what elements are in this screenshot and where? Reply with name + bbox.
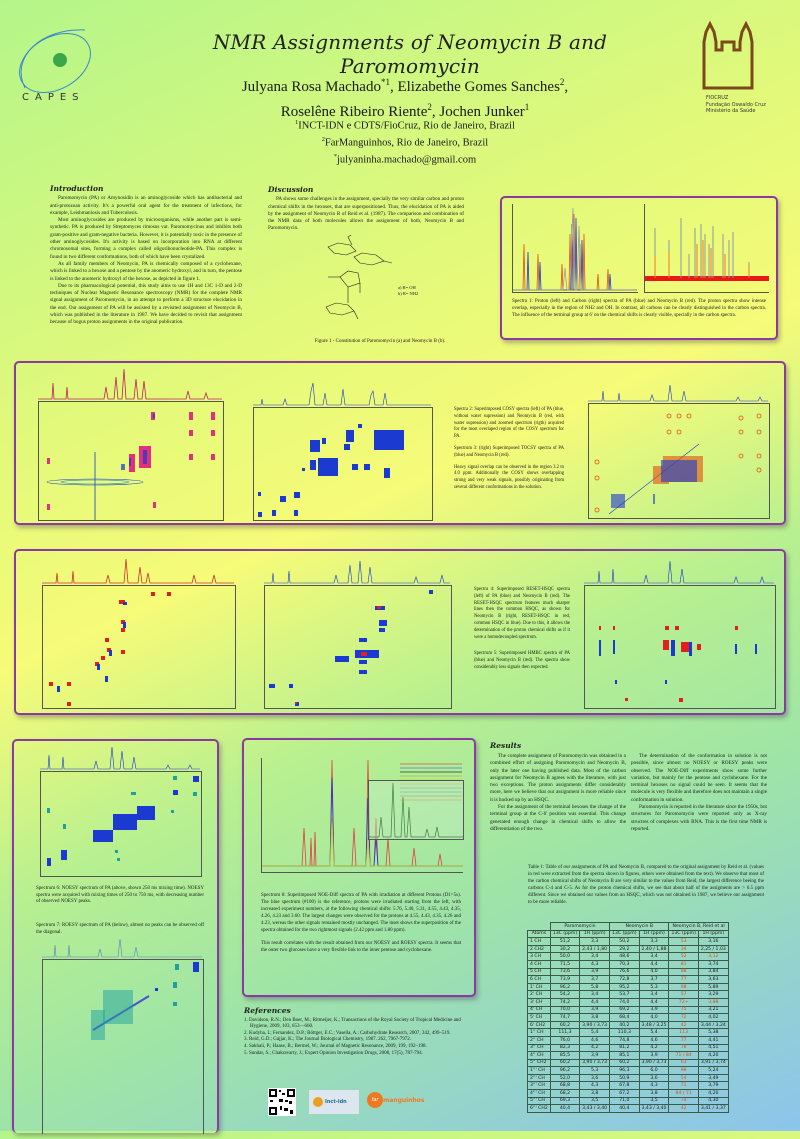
references-heading: References xyxy=(244,1006,291,1015)
spectrum-6-caption: Spectrum 6: NOESY spectrum of PA (above,… xyxy=(36,886,204,905)
table-row: 6' CH2 60,2 3,90 / 3,73 40,2 3,48 / 3,25 42 3,… xyxy=(527,1020,729,1030)
proton-spectrum xyxy=(512,204,638,293)
table-row: 2'' CH 76,0 4,6 74,8 4,6 77 4,41 xyxy=(527,1035,729,1045)
reference-item: 2. Kudyba, I.; Fernandez, D.P.; Böttger,… xyxy=(244,1030,451,1036)
farmanguinhos-logo: far manguinhos xyxy=(367,1092,424,1108)
table-row: 5 CH 73,6 3,9 76,6 4,0 88 3,84 xyxy=(527,967,729,977)
table-row: 1'' CH 111,3 5,4 110,3 5,4 113 5,38 xyxy=(527,1028,729,1037)
qr-code[interactable] xyxy=(268,1088,296,1116)
roesy-1d-projection xyxy=(42,937,202,959)
table-row: 5'' CH2 60,2 3,90 / 3,73 60,2 3,90 / 3,73 63 3… xyxy=(527,1058,729,1068)
noesy-1d-projection xyxy=(40,745,200,771)
cosy-tocsy-caption: Spectra 2: Superimposed COSY spectra (le… xyxy=(454,407,564,490)
figure-1-caption: Figure 1 - Constitution of Paromomycin (… xyxy=(314,339,446,344)
hsqc-spectrum-middle xyxy=(264,585,452,709)
cosy-spectrum-left xyxy=(38,401,224,521)
results-section: Results xyxy=(490,742,790,752)
spectrum-7-caption: Spectrum 7: ROESY spectrum of PA (below)… xyxy=(36,923,204,935)
cosy-1d-projection xyxy=(38,367,222,401)
spectra-1-caption: Spectra 1: Proton (left) and Carbon (rig… xyxy=(512,299,766,318)
hsqc-left-1d-projection xyxy=(42,557,234,585)
inct-logo-icon xyxy=(313,1097,323,1107)
authors: Julyana Rosa Machado*1, Elizabethe Gomes… xyxy=(241,77,569,120)
introduction-heading: Introduction xyxy=(50,184,104,193)
cosy-zoomed-spectrum xyxy=(253,407,433,521)
capes-logo-text: CAPES xyxy=(22,92,85,103)
reset-hsqc-spectrum-left xyxy=(42,585,236,709)
spectra-1-panel: Spectra 1: Proton (left) and Carbon (rig… xyxy=(500,196,778,340)
tocsy-1d-projection xyxy=(588,381,768,403)
references-section: References 1. Davidson, R.N.; Den Boer, … xyxy=(244,1006,474,1057)
results-heading: Results xyxy=(490,741,522,750)
spectrum-8-caption: Spectrum 8: Superimposed NOE-Diff spectr… xyxy=(261,893,461,953)
discussion-section: Discussion PA shows some challenges in t… xyxy=(268,185,464,232)
table-row: 4 CH 71,5 4,3 70,3 4,4 81 3,74 xyxy=(527,959,729,969)
table-row: 3' CH 74,2 4,4 74,0 4,4 72+ 3,88 xyxy=(527,997,729,1007)
results-column-2: The determination of the conformation in… xyxy=(631,753,767,832)
table-1-caption: Table 1: Table of our assignments of PA … xyxy=(528,865,764,905)
noe-diff-inset xyxy=(368,780,464,840)
table-row: 3 CH 50,0 3,4 48,6 3,4 52 3,12 xyxy=(527,952,729,961)
table-row: 5' CH 74,7 3,8 68,4 4,0 72 4,02 xyxy=(527,1013,729,1022)
affiliations: 1INCT-IDN e CDTS/FioCruz, Rio de Janeiro… xyxy=(295,119,515,166)
table-row: 1''' CH 96,2 5,3 96,3 6,0 98 5,24 xyxy=(527,1066,729,1075)
fiocruz-logo-text: FIOCRUZ Fundação Oswaldo Cruz Ministério… xyxy=(706,95,766,114)
table-row: 2''' CH 52,0 3,6 50,9 3,6 54 3,49 xyxy=(527,1073,729,1083)
capes-logo xyxy=(10,18,105,108)
reference-item: 4. Sakhaii, P.; Haase, B.; Bermel, W.; J… xyxy=(244,1043,427,1049)
poster-title: NMR Assignments of Neomycin B and Paromo… xyxy=(212,30,608,78)
hsqc-hmbc-caption: Spectra 4: Superimposed RESET-HSQC spect… xyxy=(474,587,570,670)
reference-item: 1. Davidson, R.N.; Den Boer, M.; Ritmeij… xyxy=(244,1017,461,1030)
discussion-heading: Discussion xyxy=(268,185,314,194)
table-row: 4'' CH 85,5 3,9 85,1 3,9 71 / 84 4,20 xyxy=(527,1051,729,1060)
assignment-table: Paromomycin Neomycin B Neomycin B, Reid … xyxy=(527,922,729,1113)
table-row: 6 CH 73,9 3,7 72,8 3,7 77 3,63 xyxy=(527,975,729,984)
table-row: 4' CH 70,0 3,9 69,2 3,9 75 3,21 xyxy=(527,1005,729,1015)
reference-item: 5. Sundar, S.; Chakravarty, J.; Expert O… xyxy=(244,1050,423,1056)
table-row: 2 CH2 30,2 2,43 / 1,80 29,2 2,40 / 1,88 34 2,2… xyxy=(527,944,729,954)
table-row: 6''' CH2 40,4 3,43 / 3,40 40,4 3,43 / 3,40 42… xyxy=(527,1104,729,1113)
cosy-zoomed-1d-projection xyxy=(253,381,431,407)
email-link[interactable]: julyaninha.machado@gmail.com xyxy=(337,154,477,166)
hmbc-spectrum xyxy=(584,585,776,709)
introduction-section: Introduction Paromomycin (PA) or Amynosi… xyxy=(50,184,242,326)
reference-item: 3. Reid, G.D.; Gajjar, K.; The Journal B… xyxy=(244,1037,412,1043)
table-row: 3''' CH 68,8 4,3 67,8 4,3 71 3,79 xyxy=(527,1081,729,1091)
noesy-roesy-panel: Spectrum 6: NOESY spectrum of PA (above,… xyxy=(12,739,219,1134)
fiocruz-logo xyxy=(698,20,758,90)
table-row: 4''' CH 68,2 3,8 67,2 3,8 84 / 71 4,20 xyxy=(527,1089,729,1098)
table-row: 2' CH 54,2 3,4 53,7 3,4 57 3,29 xyxy=(527,990,729,999)
hsqc-middle-1d-projection xyxy=(264,557,450,585)
hmbc-1d-projection xyxy=(584,557,774,585)
table-row: 5''' CH 69,3 3,5 71,0 3,5 74 4,30 xyxy=(527,1096,729,1106)
noesy-spectrum xyxy=(40,771,202,877)
table-row: 1 CH 51,2 3,3 50,2 3,3 53 3,16 xyxy=(527,937,729,946)
table-row: 3'' CH 82,3 4,2 81,2 4,2 78 4,51 xyxy=(527,1043,729,1053)
table-row: 1' CH 96,2 5,8 95,2 5,3 98 5,89 xyxy=(527,982,729,992)
tocsy-spectrum xyxy=(588,403,770,519)
hsqc-hmbc-panel: Spectra 4: Superimposed RESET-HSQC spect… xyxy=(14,549,786,715)
cosy-tocsy-panel: Spectra 2: Superimposed COSY spectra (le… xyxy=(14,361,786,525)
chemical-structure-figure: a) R= OH b) R= NH2 xyxy=(318,232,448,335)
roesy-spectrum xyxy=(42,959,204,1134)
carbon-spectrum xyxy=(644,204,769,293)
results-column-1: The complete assignment of Paromomycin w… xyxy=(490,753,626,832)
inct-idn-logo: Inct-idn xyxy=(309,1090,359,1114)
noe-diff-panel: Spectrum 8: Superimposed NOE-Diff spectr… xyxy=(242,738,476,997)
